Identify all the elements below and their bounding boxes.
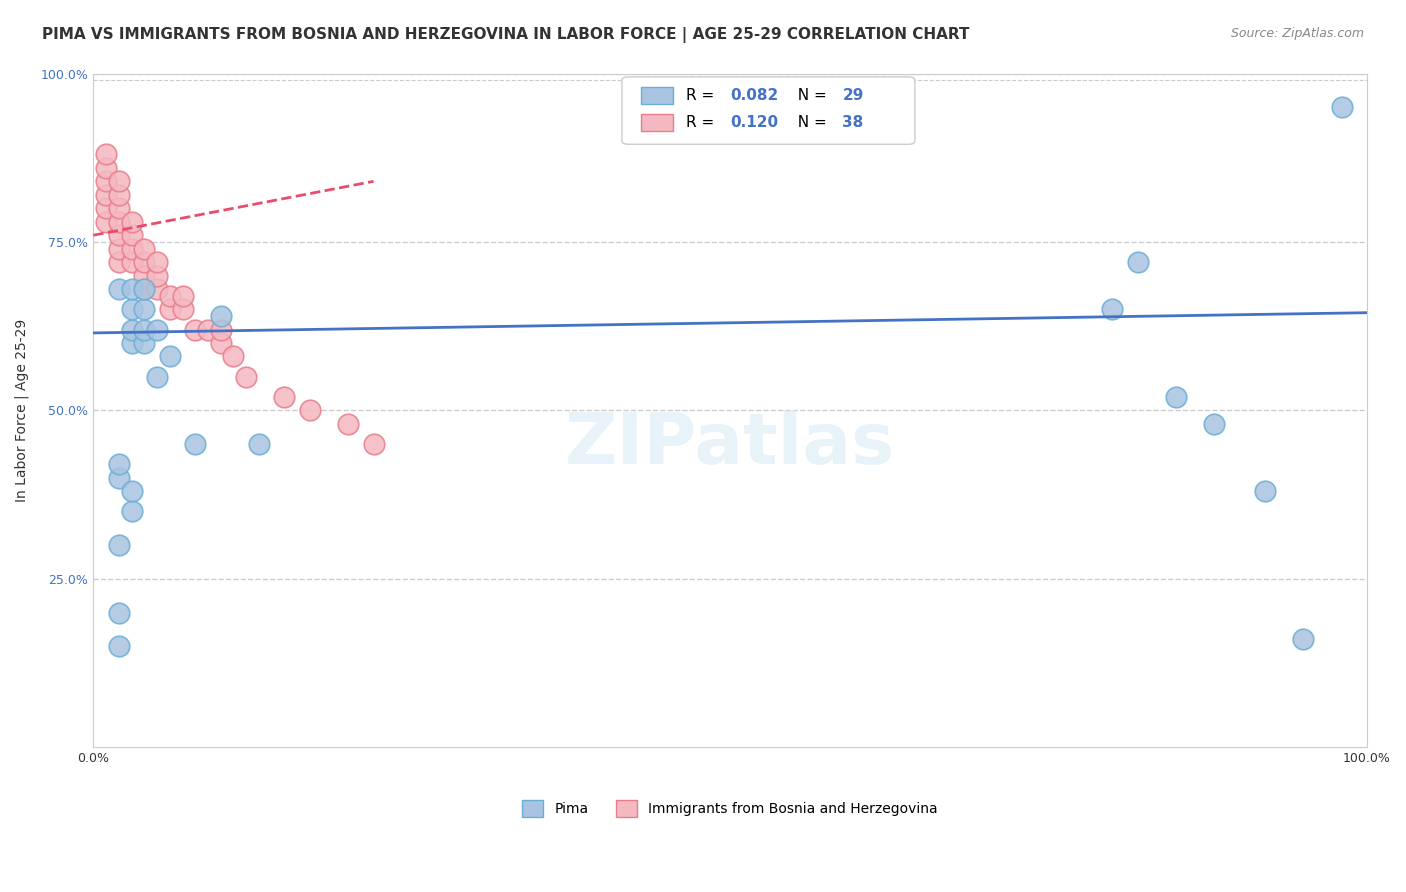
Point bbox=[159, 350, 181, 364]
Point bbox=[146, 369, 169, 384]
Point bbox=[108, 201, 131, 215]
Text: 38: 38 bbox=[842, 114, 863, 129]
Point bbox=[94, 147, 117, 161]
Point bbox=[121, 322, 143, 336]
Point bbox=[108, 282, 131, 296]
Point bbox=[209, 322, 232, 336]
Point bbox=[94, 201, 117, 215]
Point bbox=[108, 471, 131, 485]
Point bbox=[121, 302, 143, 317]
Point bbox=[146, 268, 169, 283]
Point bbox=[247, 437, 270, 451]
Point bbox=[94, 215, 117, 229]
Point bbox=[108, 639, 131, 653]
Point bbox=[121, 242, 143, 256]
Point bbox=[1164, 390, 1187, 404]
Point bbox=[235, 369, 257, 384]
Text: N =: N = bbox=[787, 114, 831, 129]
Y-axis label: In Labor Force | Age 25-29: In Labor Force | Age 25-29 bbox=[15, 318, 30, 502]
Point bbox=[159, 302, 181, 317]
Point bbox=[121, 228, 143, 243]
Point bbox=[1292, 632, 1315, 647]
Point bbox=[134, 282, 156, 296]
Point bbox=[108, 606, 131, 620]
Text: 29: 29 bbox=[842, 87, 863, 103]
Point bbox=[134, 255, 156, 269]
Point bbox=[1126, 255, 1149, 269]
Point bbox=[172, 302, 194, 317]
Point bbox=[172, 289, 194, 303]
Bar bbox=[641, 114, 673, 131]
Bar bbox=[641, 87, 673, 103]
Point bbox=[94, 187, 117, 202]
Text: Source: ZipAtlas.com: Source: ZipAtlas.com bbox=[1230, 27, 1364, 40]
Text: R =: R = bbox=[686, 114, 718, 129]
Legend: Pima, Immigrants from Bosnia and Herzegovina: Pima, Immigrants from Bosnia and Herzego… bbox=[517, 795, 943, 822]
Point bbox=[1330, 100, 1353, 114]
Point bbox=[121, 504, 143, 518]
Point bbox=[134, 268, 156, 283]
Text: PIMA VS IMMIGRANTS FROM BOSNIA AND HERZEGOVINA IN LABOR FORCE | AGE 25-29 CORREL: PIMA VS IMMIGRANTS FROM BOSNIA AND HERZE… bbox=[42, 27, 970, 43]
Point bbox=[108, 187, 131, 202]
Point bbox=[108, 228, 131, 243]
Point bbox=[121, 255, 143, 269]
Text: R =: R = bbox=[686, 87, 718, 103]
Point bbox=[146, 282, 169, 296]
Point bbox=[108, 242, 131, 256]
Text: 0.082: 0.082 bbox=[730, 87, 779, 103]
Text: 0.120: 0.120 bbox=[730, 114, 779, 129]
Point bbox=[184, 322, 207, 336]
Point bbox=[121, 336, 143, 351]
Point bbox=[222, 350, 245, 364]
Point bbox=[108, 538, 131, 552]
Point bbox=[1101, 302, 1123, 317]
Point bbox=[121, 282, 143, 296]
Point bbox=[134, 336, 156, 351]
Point bbox=[209, 336, 232, 351]
Point bbox=[146, 322, 169, 336]
Point bbox=[298, 403, 321, 417]
Point bbox=[184, 437, 207, 451]
Point bbox=[134, 322, 156, 336]
FancyBboxPatch shape bbox=[621, 77, 915, 145]
Point bbox=[337, 417, 360, 431]
Point bbox=[108, 215, 131, 229]
Point bbox=[363, 437, 385, 451]
Text: N =: N = bbox=[787, 87, 831, 103]
Point bbox=[1204, 417, 1226, 431]
Point bbox=[134, 242, 156, 256]
Point bbox=[108, 174, 131, 188]
Point bbox=[108, 255, 131, 269]
Point bbox=[1254, 484, 1277, 499]
Point bbox=[108, 458, 131, 472]
Point bbox=[121, 484, 143, 499]
Point bbox=[134, 302, 156, 317]
Point bbox=[159, 289, 181, 303]
Point bbox=[121, 215, 143, 229]
Point bbox=[94, 161, 117, 175]
Point bbox=[209, 309, 232, 323]
Point bbox=[146, 255, 169, 269]
Point bbox=[273, 390, 295, 404]
Point bbox=[197, 322, 219, 336]
Point bbox=[94, 174, 117, 188]
Text: ZIPatlas: ZIPatlas bbox=[565, 409, 896, 479]
Point bbox=[134, 282, 156, 296]
